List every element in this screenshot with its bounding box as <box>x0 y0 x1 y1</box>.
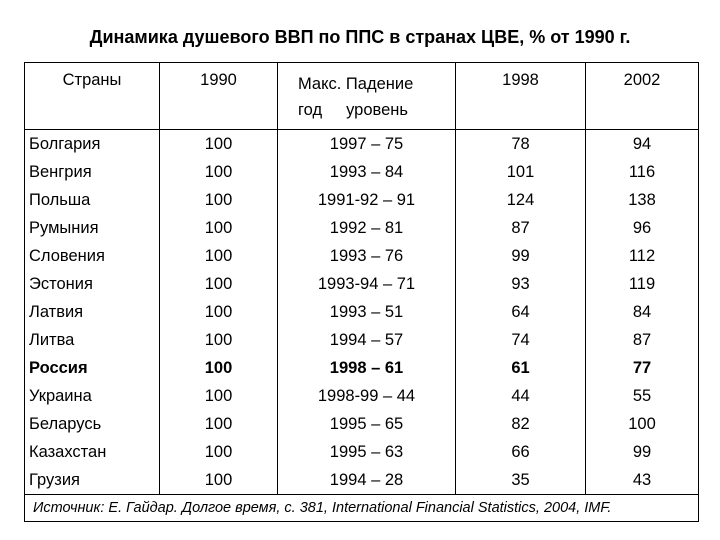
cell-1998: 78 <box>455 129 586 158</box>
cell-country: Беларусь <box>24 410 160 438</box>
cell-1990: 100 <box>159 466 278 495</box>
cell-1998: 99 <box>455 242 586 270</box>
cell-country: Украина <box>24 382 160 410</box>
table-row: Латвия 100 1993 – 51 64 84 <box>24 298 699 326</box>
cell-max-drop: 1994 – 28 <box>277 466 456 495</box>
cell-max-drop: 1993 – 76 <box>277 242 456 270</box>
cell-1998: 44 <box>455 382 586 410</box>
cell-2002: 77 <box>585 354 699 382</box>
cell-country: Польша <box>24 186 160 214</box>
table-row-highlighted: Россия 100 1998 – 61 61 77 <box>24 354 699 382</box>
cell-1990: 100 <box>159 242 278 270</box>
page-title: Динамика душевого ВВП по ППС в странах Ц… <box>89 27 631 47</box>
cell-country: Словения <box>24 242 160 270</box>
cell-max-drop: 1997 – 75 <box>277 129 456 158</box>
table-row: Грузия 100 1994 – 28 35 43 <box>24 466 699 495</box>
cell-max-drop: 1991-92 – 91 <box>277 186 456 214</box>
cell-1998: 87 <box>455 214 586 242</box>
table-row: Польша 100 1991-92 – 91 124 138 <box>24 186 699 214</box>
cell-1998: 61 <box>455 354 586 382</box>
cell-max-drop: 1993 – 51 <box>277 298 456 326</box>
cell-2002: 55 <box>585 382 699 410</box>
header-country: Страны <box>24 62 160 130</box>
cell-1998: 82 <box>455 410 586 438</box>
cell-1990: 100 <box>159 354 278 382</box>
cell-1998: 74 <box>455 326 586 354</box>
cell-country: Грузия <box>24 466 160 495</box>
cell-1990: 100 <box>159 158 278 186</box>
cell-2002: 116 <box>585 158 699 186</box>
header-1998: 1998 <box>455 62 586 130</box>
cell-1990: 100 <box>159 214 278 242</box>
cell-1990: 100 <box>159 186 278 214</box>
cell-1990: 100 <box>159 129 278 158</box>
cell-max-drop: 1994 – 57 <box>277 326 456 354</box>
cell-2002: 112 <box>585 242 699 270</box>
cell-country: Россия <box>24 354 160 382</box>
cell-2002: 138 <box>585 186 699 214</box>
cell-1998: 64 <box>455 298 586 326</box>
cell-max-drop: 1992 – 81 <box>277 214 456 242</box>
cell-1998: 124 <box>455 186 586 214</box>
source-row: Источник: Е. Гайдар. Долгое время, с. 38… <box>24 494 699 522</box>
cell-2002: 84 <box>585 298 699 326</box>
cell-country: Казахстан <box>24 438 160 466</box>
table-row: Казахстан 100 1995 – 63 66 99 <box>24 438 699 466</box>
cell-2002: 87 <box>585 326 699 354</box>
table-row: Беларусь 100 1995 – 65 82 100 <box>24 410 699 438</box>
cell-2002: 43 <box>585 466 699 495</box>
cell-2002: 119 <box>585 270 699 298</box>
cell-max-drop: 1995 – 65 <box>277 410 456 438</box>
cell-1990: 100 <box>159 326 278 354</box>
table-row: Эстония 100 1993-94 – 71 93 119 <box>24 270 699 298</box>
gdp-table: Страны 1990 Макс. Падение год уровень 19… <box>24 62 699 522</box>
table-row: Болгария 100 1997 – 75 78 94 <box>24 129 699 158</box>
cell-country: Болгария <box>24 129 160 158</box>
cell-country: Эстония <box>24 270 160 298</box>
cell-max-drop: 1998-99 – 44 <box>277 382 456 410</box>
header-drop-year: год <box>298 101 323 119</box>
table-row: Румыния 100 1992 – 81 87 96 <box>24 214 699 242</box>
cell-1998: 93 <box>455 270 586 298</box>
cell-country: Румыния <box>24 214 160 242</box>
table-row: Словения 100 1993 – 76 99 112 <box>24 242 699 270</box>
cell-max-drop: 1993 – 84 <box>277 158 456 186</box>
header-drop-level: уровень <box>346 101 408 119</box>
cell-2002: 94 <box>585 129 699 158</box>
header-max-drop-title: Макс. Падение <box>298 75 414 93</box>
cell-max-drop: 1998 – 61 <box>277 354 456 382</box>
cell-country: Латвия <box>24 298 160 326</box>
cell-1998: 101 <box>455 158 586 186</box>
cell-1990: 100 <box>159 298 278 326</box>
cell-2002: 99 <box>585 438 699 466</box>
cell-1998: 35 <box>455 466 586 495</box>
cell-2002: 100 <box>585 410 699 438</box>
cell-country: Венгрия <box>24 158 160 186</box>
cell-max-drop: 1995 – 63 <box>277 438 456 466</box>
cell-1990: 100 <box>159 270 278 298</box>
table-row: Украина 100 1998-99 – 44 44 55 <box>24 382 699 410</box>
cell-1990: 100 <box>159 410 278 438</box>
cell-1990: 100 <box>159 438 278 466</box>
cell-country: Литва <box>24 326 160 354</box>
table-row: Венгрия 100 1993 – 84 101 116 <box>24 158 699 186</box>
cell-max-drop: 1993-94 – 71 <box>277 270 456 298</box>
table-row: Литва 100 1994 – 57 74 87 <box>24 326 699 354</box>
table-header-row: Страны 1990 Макс. Падение год уровень 19… <box>24 62 699 130</box>
cell-2002: 96 <box>585 214 699 242</box>
cell-1998: 66 <box>455 438 586 466</box>
cell-1990: 100 <box>159 382 278 410</box>
source-note: Источник: Е. Гайдар. Долгое время, с. 38… <box>24 494 699 522</box>
header-2002: 2002 <box>585 62 699 130</box>
header-1990: 1990 <box>159 62 278 130</box>
header-max-drop: Макс. Падение год уровень <box>277 62 456 130</box>
